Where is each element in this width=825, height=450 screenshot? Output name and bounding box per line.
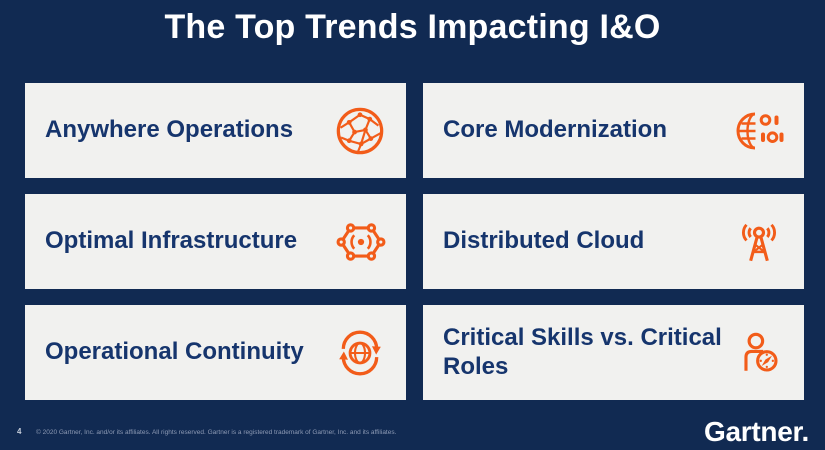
card-label: Optimal Infrastructure	[45, 227, 298, 255]
card-critical-skills-vs-critical-roles: Critical Skills vs. Critical Roles	[423, 305, 804, 400]
network-sphere-icon	[334, 105, 386, 157]
person-compass-icon	[734, 327, 784, 379]
card-label: Critical Skills vs. Critical Roles	[443, 323, 722, 380]
globe-refresh-arrows-icon	[334, 328, 386, 378]
page-title: The Top Trends Impacting I&O	[164, 8, 661, 46]
hexagon-nodes-icon	[336, 217, 386, 267]
card-label: Operational Continuity	[45, 338, 304, 366]
radio-tower-icon	[734, 216, 784, 268]
card-label: Distributed Cloud	[443, 227, 645, 255]
page-number: 4	[17, 427, 22, 436]
card-optimal-infrastructure: Optimal Infrastructure	[25, 194, 406, 289]
card-distributed-cloud: Distributed Cloud	[423, 194, 804, 289]
card-label: Core Modernization	[443, 116, 668, 144]
globe-binary-icon	[736, 107, 784, 155]
gartner-logo: Gartner.	[704, 416, 809, 447]
footer: 4 © 2020 Gartner, Inc. and/or its affili…	[0, 410, 825, 450]
copyright-text: © 2020 Gartner, Inc. and/or its affiliat…	[36, 429, 397, 436]
card-anywhere-operations: Anywhere Operations	[25, 83, 406, 178]
card-label: Anywhere Operations	[45, 116, 294, 144]
trends-grid: Anywhere Operations	[25, 83, 804, 400]
card-operational-continuity: Operational Continuity	[25, 305, 406, 400]
card-core-modernization: Core Modernization	[423, 83, 804, 178]
